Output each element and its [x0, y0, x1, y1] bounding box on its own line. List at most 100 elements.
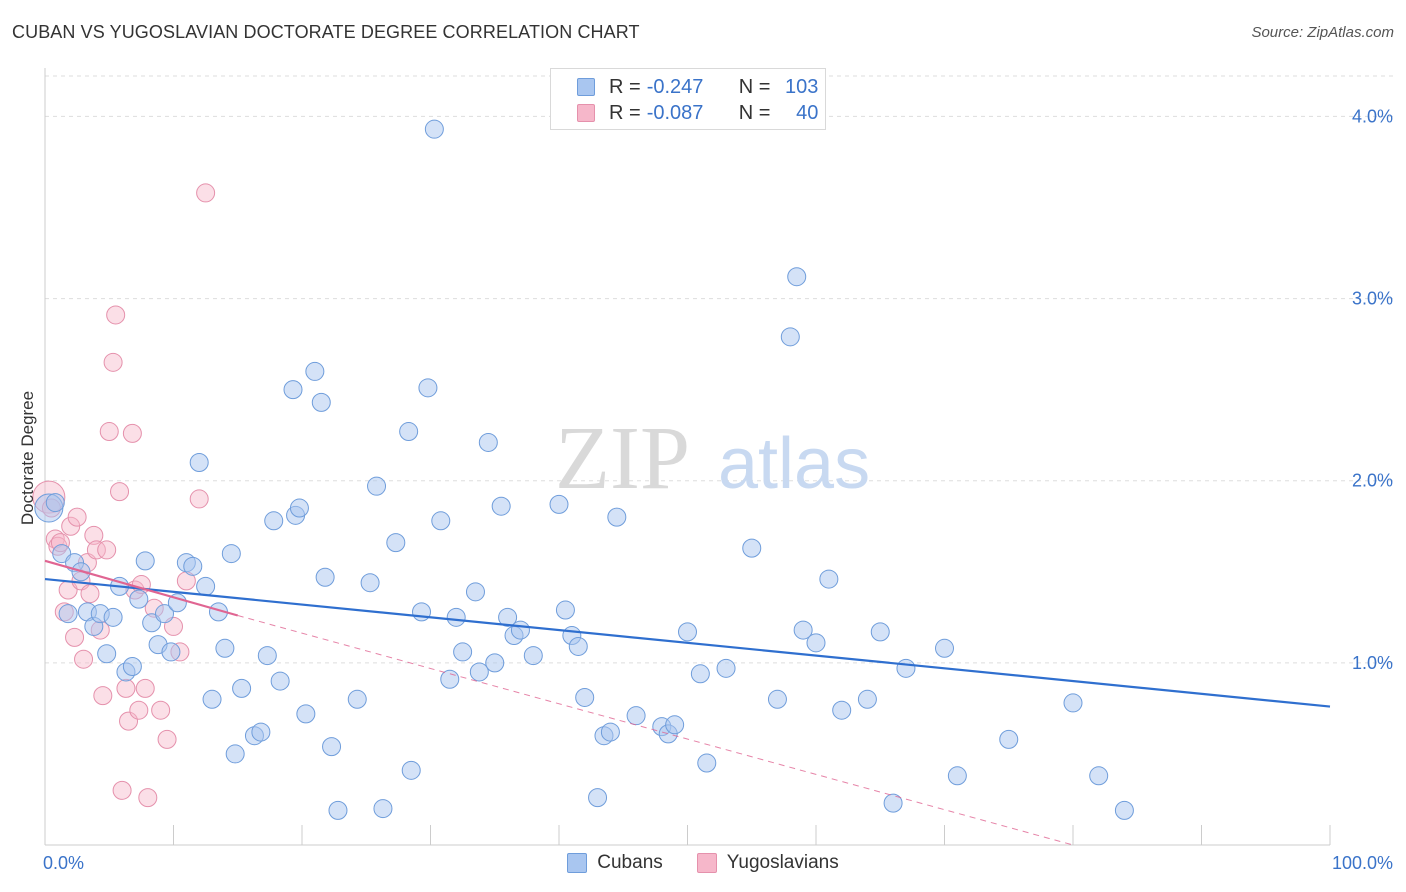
cuban-point — [424, 119, 444, 139]
r-value: -0.247 — [646, 75, 704, 98]
cuban-point — [52, 544, 72, 564]
cuban-point — [465, 582, 485, 602]
yugoslavians-legend-label: Yugoslavians — [726, 852, 839, 873]
cuban-point — [431, 511, 451, 531]
yugoslavian-point — [196, 183, 216, 203]
cubans-points — [34, 119, 1134, 820]
yugoslavians-trend-line — [44, 559, 239, 617]
tick-labels: 1.0% 2.0% 3.0% 4.0% 0.0% 100.0% — [43, 106, 1393, 873]
cuban-point — [183, 556, 203, 576]
source-label: Source: ZipAtlas.com — [1251, 24, 1394, 41]
yugoslavian-point — [74, 649, 94, 669]
cuban-point — [322, 737, 342, 757]
legend-row-cubans: R = -0.247 N = 103 — [577, 75, 818, 99]
cubans-legend-swatch — [567, 853, 588, 873]
cuban-point — [257, 646, 277, 666]
n-label: N = — [738, 101, 771, 124]
cuban-point — [568, 636, 588, 656]
cuban-point — [767, 689, 787, 709]
yugoslavian-point — [122, 423, 142, 443]
legend-item-yugoslavians[interactable]: Yugoslavians — [696, 852, 839, 874]
n-label: N = — [738, 75, 771, 98]
yugoslavian-point — [151, 700, 171, 720]
yugoslavian-point — [93, 686, 113, 706]
cuban-point — [155, 604, 175, 624]
cuban-point — [232, 678, 252, 698]
cuban-point — [196, 576, 216, 596]
yugoslavian-point — [65, 627, 85, 647]
cuban-point — [678, 622, 697, 642]
cuban-point — [225, 744, 245, 764]
cuban-point — [367, 476, 387, 496]
x-tick-label-1: 100.0% — [1332, 853, 1393, 873]
yugoslavian-point — [116, 678, 136, 698]
cuban-point — [446, 607, 466, 627]
cuban-point — [787, 267, 807, 287]
cuban-point — [510, 620, 530, 640]
cubans-swatch — [577, 78, 595, 96]
cuban-point — [221, 544, 241, 564]
chart-title: CUBAN VS YUGOSLAVIAN DOCTORATE DEGREE CO… — [12, 22, 640, 42]
yugoslavian-point — [110, 482, 130, 502]
cuban-point — [1114, 800, 1134, 820]
cuban-point — [588, 788, 608, 808]
cuban-point — [386, 533, 406, 553]
cuban-point — [626, 706, 646, 726]
cuban-point — [491, 496, 511, 516]
r-label: R = — [609, 101, 641, 124]
cuban-point — [167, 593, 187, 613]
cuban-point — [283, 380, 303, 400]
cuban-point — [399, 422, 419, 442]
cuban-point — [793, 620, 813, 640]
cuban-point — [45, 493, 65, 513]
cuban-point — [215, 638, 235, 658]
yugoslavian-point — [103, 352, 123, 372]
cuban-point — [440, 669, 460, 689]
cuban-point — [289, 498, 309, 518]
yugoslavian-point — [67, 507, 87, 527]
y-tick-label-1: 2.0% — [1352, 471, 1393, 491]
cuban-point — [469, 662, 489, 682]
cuban-point — [607, 507, 627, 527]
cuban-point — [315, 567, 335, 587]
cuban-point — [935, 638, 954, 658]
cuban-point — [523, 646, 543, 666]
cuban-point — [498, 607, 518, 627]
yugoslavian-point — [80, 584, 100, 604]
y-tick-label-2: 3.0% — [1352, 289, 1393, 309]
cuban-point — [999, 729, 1019, 749]
cuban-point — [478, 432, 498, 452]
cuban-point — [97, 644, 117, 664]
cuban-point — [270, 671, 290, 691]
cuban-point — [311, 392, 331, 412]
r-value: -0.087 — [646, 101, 704, 124]
yugoslavian-point — [189, 489, 209, 509]
cuban-point — [264, 511, 284, 531]
cuban-point — [418, 378, 438, 398]
yugoslavian-point — [138, 788, 158, 808]
watermark: ZIP atlas — [555, 409, 870, 508]
cuban-point — [401, 760, 421, 780]
cuban-point — [806, 633, 826, 653]
cubans-trend-line — [44, 577, 1331, 708]
legend-row-yugoslavians: R = -0.087 N = 40 — [577, 101, 818, 125]
legend-item-cubans[interactable]: Cubans — [567, 852, 663, 874]
y-tick-label-0: 1.0% — [1352, 653, 1393, 673]
watermark-atlas: atlas — [718, 424, 870, 504]
yugoslavian-point — [112, 780, 132, 800]
cuban-point — [575, 687, 595, 707]
cuban-point — [742, 538, 762, 558]
cuban-point — [373, 799, 393, 819]
yugoslavian-point — [129, 700, 149, 720]
cuban-point — [129, 589, 149, 609]
cuban-point — [555, 600, 575, 620]
trend-lines — [44, 559, 1331, 846]
n-value: 40 — [796, 101, 819, 124]
cuban-point — [947, 766, 967, 786]
cuban-point — [161, 642, 181, 662]
cuban-point — [360, 573, 380, 593]
cubans-legend-label: Cubans — [597, 852, 663, 873]
cuban-point — [347, 689, 367, 709]
cuban-point — [1063, 693, 1083, 713]
cuban-point — [665, 715, 685, 735]
